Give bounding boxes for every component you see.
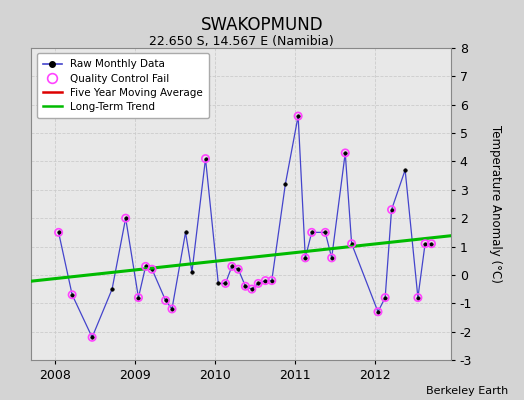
Y-axis label: Temperature Anomaly (°C): Temperature Anomaly (°C) [489,125,501,283]
Point [427,240,435,247]
Title: 22.650 S, 14.567 E (Namibia): 22.650 S, 14.567 E (Namibia) [149,35,333,48]
Point [234,266,243,272]
Point [414,294,422,301]
Point [261,277,269,284]
Point [161,297,170,304]
Point [221,280,230,287]
Point [227,263,236,270]
Point [88,334,96,340]
Point [294,113,302,119]
Point [308,229,316,236]
Point [381,294,389,301]
Point [341,150,350,156]
Point [268,277,276,284]
Point [122,215,130,221]
Point [248,286,256,292]
Point [387,206,396,213]
Point [54,229,63,236]
Legend: Raw Monthly Data, Quality Control Fail, Five Year Moving Average, Long-Term Tren: Raw Monthly Data, Quality Control Fail, … [37,53,209,118]
Point [374,308,382,315]
Point [421,240,429,247]
Point [321,229,330,236]
Point [134,294,143,301]
Text: SWAKOPMUND: SWAKOPMUND [201,16,323,34]
Point [328,255,336,261]
Point [254,280,263,287]
Text: Berkeley Earth: Berkeley Earth [426,386,508,396]
Point [201,156,210,162]
Point [148,266,156,272]
Point [241,283,249,290]
Point [347,240,356,247]
Point [68,292,77,298]
Point [141,263,150,270]
Point [168,306,176,312]
Point [301,255,310,261]
